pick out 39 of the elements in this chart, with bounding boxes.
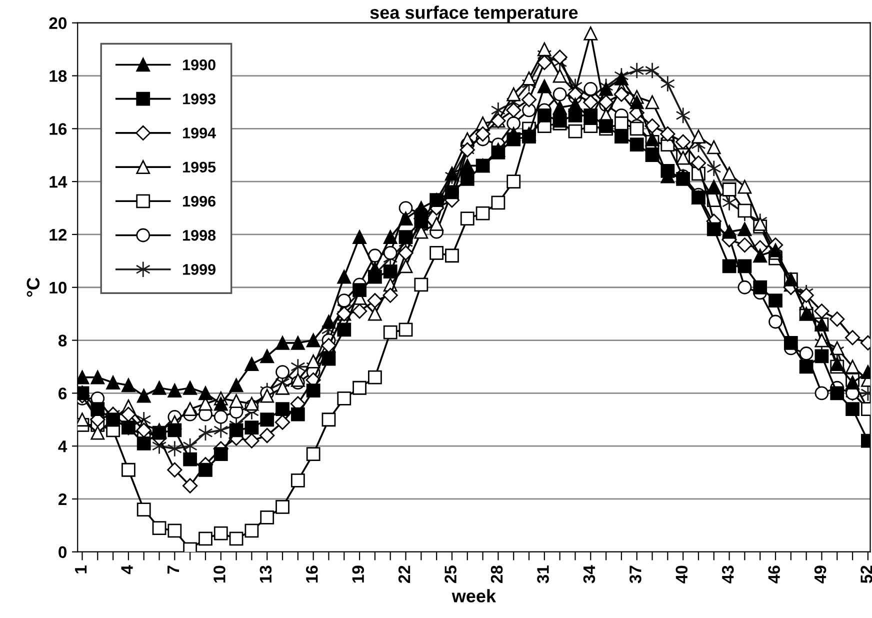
- x-tick-label: 34: [583, 565, 596, 584]
- y-tick-label: 18: [50, 70, 67, 82]
- y-tick-label: 4: [58, 440, 68, 452]
- x-tick-label: 37: [630, 566, 642, 584]
- x-tick-label: 28: [490, 566, 503, 584]
- x-tick-label: 16: [306, 566, 318, 583]
- legend-label: 1995: [183, 162, 216, 173]
- x-axis-title: week: [452, 589, 496, 602]
- x-tick-label: 10: [214, 566, 226, 583]
- y-tick-label: 0: [58, 546, 67, 558]
- y-tick-label: 20: [49, 17, 67, 30]
- x-tick-label: 40: [676, 566, 688, 584]
- legend-label: 1990: [183, 59, 216, 70]
- chart-title: sea surface temperature: [370, 6, 578, 22]
- y-tick-label: 12: [50, 228, 67, 241]
- x-tick-label: 31: [537, 566, 549, 584]
- legend-label: 1994: [183, 128, 216, 138]
- legend-label: 1993: [183, 94, 216, 104]
- y-tick-label: 2: [58, 493, 67, 506]
- x-tick-label: 4: [121, 565, 133, 574]
- x-tick-label: 52: [860, 566, 872, 584]
- x-tick-label: 46: [768, 566, 780, 584]
- x-tick-label: 19: [352, 566, 364, 583]
- legend-label: 1999: [183, 264, 216, 275]
- x-tick-label: 22: [398, 566, 410, 584]
- y-tick-label: 16: [50, 123, 67, 135]
- x-tick-label: 1: [75, 566, 87, 574]
- legend-label: 1998: [183, 230, 216, 241]
- y-tick-label: 8: [58, 334, 67, 346]
- y-tick-label: 14: [50, 176, 68, 188]
- x-tick-label: 25: [444, 566, 456, 584]
- y-tick-label: 10: [50, 282, 67, 294]
- y-axis-title: °C: [26, 278, 40, 297]
- x-tick-label: 43: [722, 566, 734, 584]
- legend-label: 1996: [183, 196, 216, 207]
- y-tick-label: 6: [58, 388, 67, 400]
- x-tick-label: 7: [168, 566, 179, 574]
- x-tick-label: 13: [260, 566, 272, 583]
- x-tick-label: 49: [814, 566, 826, 584]
